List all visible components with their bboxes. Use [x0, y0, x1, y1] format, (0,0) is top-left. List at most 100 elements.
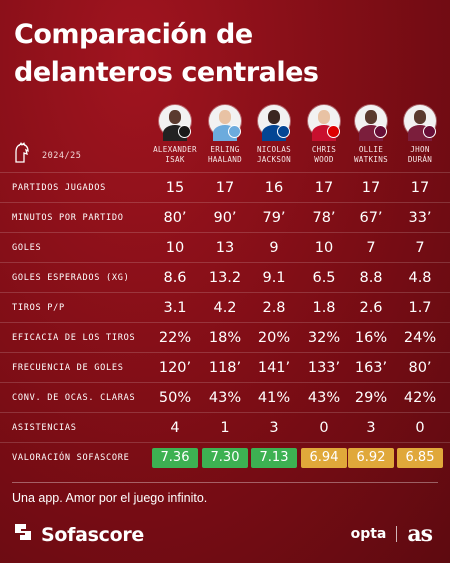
stat-label: GOLES: [12, 243, 42, 253]
club-badge-icon: [228, 125, 241, 138]
player-column-header: NICOLAS JACKSON: [249, 105, 299, 165]
stat-value: 2.6: [359, 300, 383, 316]
stat-label: ASISTENCIAS: [12, 423, 77, 433]
player-name: NICOLAS JACKSON: [256, 145, 292, 164]
stat-value: 24%: [403, 330, 437, 346]
stat-value: 4.2: [213, 300, 237, 316]
player-avatar: [404, 105, 436, 141]
brand-name: Sofascore: [41, 523, 145, 546]
stat-row: GOLES ESPERADOS (XG) 8.6 13.2 9.1 6.5 8.8 4.8: [0, 262, 450, 293]
stat-label: CONV. DE OCAS. CLARAS: [12, 393, 136, 403]
player-name: JHON DURÁN: [407, 145, 433, 164]
player-column-header: CHRIS WOOD: [299, 105, 349, 165]
player-column-header: ALEXANDER ISAK: [150, 105, 200, 165]
tagline: Una app. Amor por el juego infinito.: [12, 491, 208, 505]
stat-value: 20%: [257, 330, 291, 346]
stat-value: 4.8: [408, 270, 432, 286]
club-badge-icon: [178, 125, 191, 138]
player-avatar: [355, 105, 387, 141]
stat-row: CONV. DE OCAS. CLARAS 50% 43% 41% 43% 29% 42%: [0, 382, 450, 413]
stat-value: 90’: [213, 210, 237, 226]
rating-badge: 7.13: [251, 448, 297, 468]
stat-row: EFICACIA DE LOS TIROS 22% 18% 20% 32% 16% 24%: [0, 322, 450, 353]
stat-label: GOLES ESPERADOS (XG): [12, 273, 130, 283]
player-avatar: [209, 105, 241, 141]
stat-value: 0: [415, 420, 425, 436]
stat-value: 22%: [158, 330, 192, 346]
stat-value: 43%: [307, 390, 341, 406]
stat-value: 9.1: [262, 270, 286, 286]
player-name: ALEXANDER ISAK: [153, 145, 197, 164]
stat-value: 79’: [262, 210, 286, 226]
stat-row: PARTIDOS JUGADOS 15 17 16 17 17 17: [0, 172, 450, 203]
rating-badge: 7.30: [202, 448, 248, 468]
stat-row: MINUTOS POR PARTIDO 80’ 90’ 79’ 78’ 67’ 33’: [0, 202, 450, 233]
stat-value: 17: [314, 180, 334, 196]
sofascore-logo-icon: [12, 521, 34, 548]
stat-value: 1: [220, 420, 230, 436]
stat-value: 8.6: [163, 270, 187, 286]
club-badge-icon: [327, 125, 340, 138]
stat-value: 3.1: [163, 300, 187, 316]
stat-value: 2.8: [262, 300, 286, 316]
stat-value: 1.7: [408, 300, 432, 316]
stat-value: 17: [361, 180, 381, 196]
stat-value: 80’: [163, 210, 187, 226]
stat-row: ASISTENCIAS 4 1 3 0 3 0: [0, 412, 450, 443]
stat-value: 16: [264, 180, 284, 196]
title-line-2: delanteros centrales: [14, 57, 319, 88]
stat-value: 10: [165, 240, 185, 256]
stat-value: 7: [366, 240, 376, 256]
stat-value: 9: [269, 240, 279, 256]
stat-value: 41%: [257, 390, 291, 406]
sofascore-brand: Sofascore: [12, 521, 144, 548]
footer-divider: [12, 482, 438, 483]
stat-value: 120’: [158, 360, 192, 376]
player-name: OLLIE WATKINS: [353, 145, 389, 164]
stat-value: 3: [366, 420, 376, 436]
stat-value: 16%: [354, 330, 388, 346]
stat-value: 67’: [359, 210, 383, 226]
stat-row: TIROS P/P 3.1 4.2 2.8 1.8 2.6 1.7: [0, 292, 450, 323]
as-logo: as: [407, 521, 433, 547]
stat-value: 13.2: [208, 270, 242, 286]
club-badge-icon: [374, 125, 387, 138]
stat-value: 6.5: [312, 270, 336, 286]
stat-value: 133’: [307, 360, 341, 376]
stat-value: 78’: [312, 210, 336, 226]
stat-value: 118’: [208, 360, 242, 376]
player-avatar: [159, 105, 191, 141]
stat-value: 33’: [408, 210, 432, 226]
club-badge-icon: [277, 125, 290, 138]
stat-value: 3: [269, 420, 279, 436]
player-column-header: OLLIE WATKINS: [346, 105, 396, 165]
rating-row: VALORACIÓN SOFASCORE 7.36 7.30 7.13 6.94 6.92…: [0, 442, 450, 473]
player-avatar: [258, 105, 290, 141]
partner-logos: opta as: [351, 521, 433, 547]
stat-value: 32%: [307, 330, 341, 346]
stat-value: 17: [410, 180, 430, 196]
stat-value: 0: [319, 420, 329, 436]
stat-value: 29%: [354, 390, 388, 406]
stat-value: 163’: [354, 360, 388, 376]
partner-separator: [396, 526, 398, 542]
stat-value: 80’: [408, 360, 432, 376]
season-label: 2024/25: [42, 150, 82, 161]
stat-value: 42%: [403, 390, 437, 406]
stat-row: GOLES 10 13 9 10 7 7: [0, 232, 450, 263]
player-avatar: [308, 105, 340, 141]
stat-label: TIROS P/P: [12, 303, 65, 313]
premier-league-lion-icon: [12, 142, 32, 169]
club-badge-icon: [423, 125, 436, 138]
stat-label: EFICACIA DE LOS TIROS: [12, 333, 136, 343]
stat-label: VALORACIÓN SOFASCORE: [12, 453, 130, 463]
stat-label: PARTIDOS JUGADOS: [12, 183, 106, 193]
stat-value: 10: [314, 240, 334, 256]
stat-value: 50%: [158, 390, 192, 406]
rating-badge: 6.94: [301, 448, 347, 468]
player-name: ERLING HAALAND: [207, 145, 243, 164]
stat-value: 13: [215, 240, 235, 256]
stat-value: 1.8: [312, 300, 336, 316]
stat-value: 4: [170, 420, 180, 436]
page-title: Comparación de delanteros centrales: [14, 16, 434, 92]
